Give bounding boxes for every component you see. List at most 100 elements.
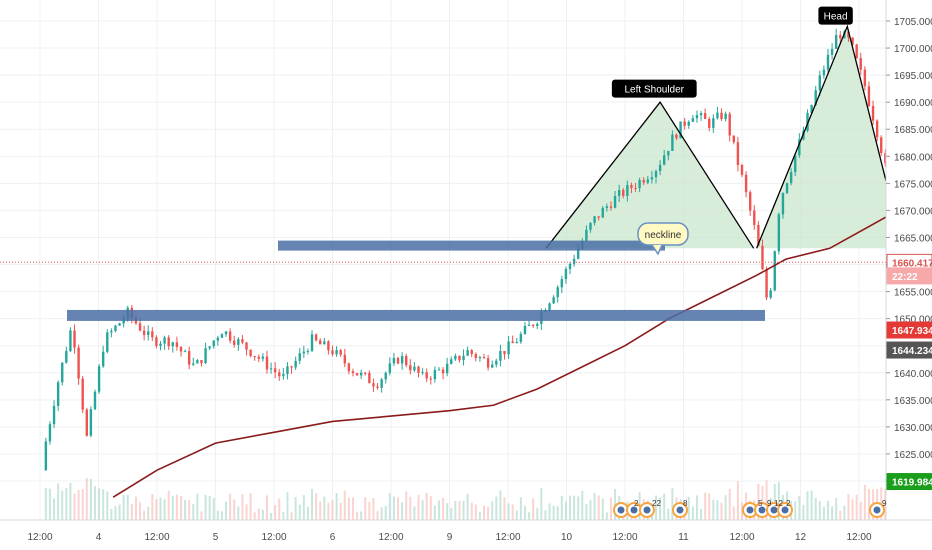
candle-body bbox=[748, 192, 752, 211]
volume-bar bbox=[130, 503, 133, 520]
volume-bar bbox=[487, 506, 490, 520]
candle-body bbox=[359, 372, 363, 376]
y-tick-label: 1670.000 bbox=[894, 206, 932, 217]
candle-body bbox=[273, 368, 277, 373]
candle-body bbox=[298, 353, 301, 361]
volume-bar bbox=[831, 506, 834, 520]
volume-bar bbox=[409, 496, 412, 520]
x-tick-label: 12:00 bbox=[846, 532, 871, 543]
candle-body bbox=[519, 333, 523, 342]
candle-body bbox=[450, 359, 453, 364]
candle-body bbox=[261, 356, 265, 359]
candle-body bbox=[638, 179, 641, 189]
candle-body bbox=[568, 263, 572, 269]
candle-body bbox=[822, 69, 826, 76]
time-axis[interactable] bbox=[0, 520, 932, 550]
candle-body bbox=[167, 337, 170, 347]
candle-body bbox=[851, 37, 854, 45]
candle-body bbox=[486, 358, 490, 368]
volume-bar bbox=[663, 493, 666, 520]
volume-bar bbox=[233, 499, 236, 520]
volume-bar bbox=[458, 501, 461, 520]
x-tick-label: 10 bbox=[561, 532, 573, 543]
volume-bar bbox=[351, 497, 354, 520]
candle-body bbox=[192, 363, 195, 365]
price-label-bg bbox=[886, 267, 932, 285]
candle-body bbox=[233, 340, 236, 345]
candle-body bbox=[662, 155, 666, 165]
volume-bar bbox=[855, 494, 858, 520]
candle-body bbox=[302, 351, 306, 354]
volume-bar bbox=[884, 488, 887, 520]
candle-body bbox=[564, 268, 568, 280]
volume-bar bbox=[483, 505, 486, 520]
volume-bar bbox=[532, 498, 535, 520]
candle-body bbox=[380, 379, 383, 388]
candle-body bbox=[642, 179, 645, 183]
volume-bar bbox=[241, 494, 244, 520]
candle-body bbox=[626, 185, 629, 196]
support-zone[interactable] bbox=[67, 309, 765, 321]
volume-bar bbox=[609, 497, 612, 520]
volume-bar bbox=[552, 505, 555, 520]
volume-bar bbox=[847, 494, 850, 520]
annotation-label: Head bbox=[824, 12, 848, 23]
volume-bar bbox=[298, 504, 301, 520]
volume-bar bbox=[347, 497, 350, 520]
candle-body bbox=[708, 118, 711, 128]
candle-body bbox=[658, 164, 662, 172]
neckline-bubble-tail bbox=[651, 244, 663, 256]
volume-bar bbox=[93, 486, 96, 520]
volume-bar bbox=[765, 480, 768, 520]
candle-body bbox=[257, 356, 260, 359]
candle-body bbox=[364, 372, 367, 374]
price-label: 1660.417 bbox=[892, 258, 932, 269]
volume-bar bbox=[671, 488, 674, 520]
volume-bar bbox=[319, 501, 322, 520]
volume-bar bbox=[335, 493, 338, 520]
volume-bar bbox=[171, 495, 174, 520]
volume-bar bbox=[863, 484, 866, 520]
candle-body bbox=[495, 360, 498, 365]
volume-bar bbox=[589, 500, 592, 520]
neckline-zone[interactable] bbox=[278, 240, 665, 251]
volume-bar bbox=[867, 488, 870, 520]
candle-body bbox=[466, 350, 469, 356]
annotation-label-bg bbox=[611, 79, 697, 98]
candle-body bbox=[282, 373, 285, 377]
candle-body bbox=[572, 258, 576, 264]
candle-body bbox=[437, 369, 441, 371]
candle-body bbox=[482, 357, 486, 359]
volume-bar bbox=[364, 496, 367, 520]
candle-body bbox=[499, 350, 502, 361]
candle-body bbox=[187, 351, 191, 365]
volume-bar bbox=[581, 490, 584, 520]
candle-body bbox=[327, 341, 330, 351]
volume-bar bbox=[376, 511, 379, 520]
candle-body bbox=[421, 372, 424, 374]
candle-body bbox=[445, 363, 449, 374]
volume-bar bbox=[126, 494, 129, 520]
candle-body bbox=[744, 174, 748, 193]
candle-body bbox=[355, 373, 359, 376]
x-tick-label: 12:00 bbox=[378, 532, 403, 543]
volume-bar bbox=[208, 495, 211, 520]
volume-bar bbox=[536, 508, 539, 520]
volume-bar bbox=[716, 500, 719, 520]
candle-body bbox=[343, 354, 346, 364]
candle-body bbox=[593, 216, 596, 223]
volume-bar bbox=[728, 488, 731, 520]
flag-icon bbox=[676, 506, 684, 514]
candle-body bbox=[826, 54, 830, 70]
volume-bar bbox=[147, 506, 150, 520]
x-tick-label: 12:00 bbox=[612, 532, 637, 543]
volume-bar bbox=[143, 510, 146, 520]
volume-bar bbox=[229, 493, 232, 520]
candle-body bbox=[646, 179, 650, 183]
candle-body bbox=[118, 323, 121, 326]
volume-bar bbox=[225, 501, 228, 520]
annotation-label: Left Shoulder bbox=[625, 85, 685, 96]
candle-body bbox=[376, 386, 379, 388]
